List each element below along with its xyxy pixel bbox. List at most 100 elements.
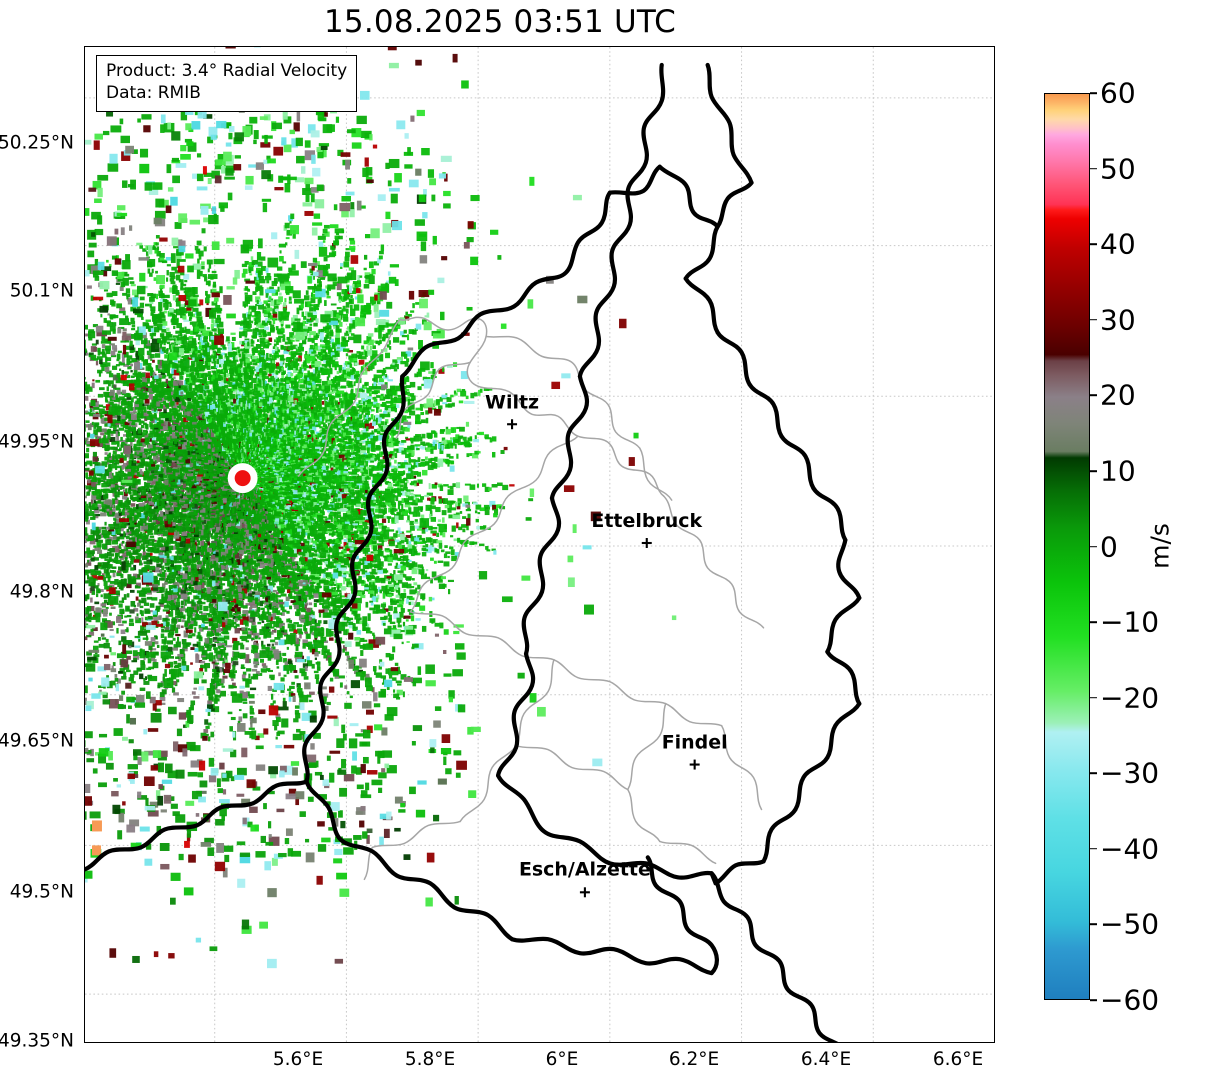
radar-echo-pixel — [359, 519, 365, 524]
radar-echo-pixel — [376, 497, 380, 501]
radar-echo-pixel — [341, 494, 348, 500]
radar-echo-pixel — [502, 484, 509, 491]
radar-echo-pixel — [462, 528, 466, 533]
radar-echo-pixel — [388, 507, 393, 513]
radar-echo-pixel — [400, 484, 404, 488]
radar-echo-pixel — [472, 502, 478, 505]
radar-echo-pixel — [450, 500, 455, 504]
radar-echo-pixel — [409, 525, 415, 531]
radar-echo-pixel — [363, 506, 369, 512]
radar-echo-pixel — [390, 508, 394, 514]
radar-echo-pixel — [357, 509, 363, 515]
radar-echo-pixel — [456, 522, 459, 529]
radar-echo-pixel — [413, 521, 419, 524]
radar-echo-pixel — [375, 494, 379, 498]
radar-echo-pixel — [450, 549, 455, 556]
radar-echo-pixel — [343, 508, 349, 512]
radar-echo-pixel — [326, 509, 333, 513]
radar-echo-pixel — [316, 488, 320, 492]
radar-echo-pixel — [376, 493, 382, 497]
radar-echo-pixel — [302, 488, 308, 492]
radar-echo-pixel — [302, 486, 306, 490]
radar-echo-pixel — [302, 481, 307, 486]
radar-echo-pixel — [348, 515, 352, 521]
radar-echo-pixel — [380, 505, 387, 508]
radar-echo-pixel — [408, 507, 412, 514]
radar-echo-pixel — [479, 543, 485, 547]
radar-echo-pixel — [387, 517, 390, 523]
radar-echo-pixel — [377, 523, 384, 526]
radar-echo-pixel — [342, 488, 349, 493]
radar-echo-pixel — [346, 504, 352, 507]
radar-echo-pixel — [328, 484, 331, 488]
radar-echo-pixel — [360, 509, 367, 516]
radar-echo-pixel — [467, 504, 471, 511]
radar-echo-pixel — [330, 492, 337, 496]
radar-echo-pixel — [340, 481, 345, 487]
radar-echo-pixel — [462, 503, 469, 507]
radar-echo-pixel — [375, 505, 379, 512]
radar-echo-pixel — [356, 483, 363, 489]
radar-echo-pixel — [414, 525, 419, 529]
radar-echo-pixel — [358, 498, 362, 501]
radar-echo-pixel — [375, 508, 379, 513]
radar-echo-pixel — [364, 520, 370, 523]
radar-echo-pixel — [411, 502, 416, 506]
radar-echo-pixel — [330, 498, 333, 502]
radar-echo-pixel — [380, 490, 386, 495]
radar-echo-pixel — [368, 499, 374, 506]
radar-echo-pixel — [459, 511, 463, 514]
radar-echo-pixel — [401, 510, 408, 516]
radar-echo-pixel — [383, 515, 389, 519]
radar-echo-pixel — [350, 492, 355, 498]
radar-echo-pixel — [470, 530, 474, 535]
radar-echo-pixel — [388, 529, 395, 532]
radar-echo-pixel — [341, 484, 347, 487]
radar-echo-pixel — [420, 496, 425, 500]
radar-echo-pixel — [491, 484, 498, 488]
radar-echo-pixel — [438, 496, 442, 499]
radar-echo-pixel — [405, 535, 412, 539]
radar-echo-pixel — [397, 527, 401, 532]
radar-echo-pixel — [458, 526, 463, 531]
radar-echo-pixel — [325, 500, 329, 504]
radar-echo-pixel — [464, 483, 471, 486]
radar-echo-pixel — [457, 502, 461, 508]
radar-echo-pixel — [474, 510, 478, 514]
radar-echo-pixel — [462, 516, 467, 519]
radar-echo-pixel — [393, 484, 398, 487]
radar-echo-pixel — [358, 514, 362, 520]
radar-echo-pixel — [443, 484, 449, 487]
radar-echo-pixel — [487, 527, 491, 530]
radar-echo-pixel — [327, 489, 333, 495]
radar-echo-pixel — [489, 500, 496, 507]
radar-echo-pixel — [337, 483, 341, 486]
radar-echo-pixel — [304, 500, 311, 503]
radar-echo-pixel — [451, 507, 457, 511]
radar-echo-pixel — [316, 495, 322, 498]
radar-echo-pixel — [410, 481, 415, 486]
radar-echo-pixel — [332, 501, 335, 504]
radar-echo-pixel — [449, 546, 454, 550]
radar-echo-pixel — [334, 494, 340, 499]
radar-echo-pixel — [354, 486, 359, 490]
radar-echo-pixel — [351, 508, 358, 513]
radar-echo-pixel — [296, 484, 302, 488]
radar-echo-pixel — [431, 497, 435, 502]
radar-echo-pixel — [457, 537, 461, 543]
radar-echo-pixel — [414, 519, 418, 523]
radar-echo-pixel — [417, 499, 423, 503]
radar-echo-pixel — [361, 482, 367, 488]
radar-echo-pixel — [395, 495, 399, 502]
radar-echo-pixel — [404, 500, 410, 505]
radar-echo-pixel — [414, 503, 418, 506]
radar-echo-pixel — [414, 483, 418, 487]
radar-echo-pixel — [331, 504, 334, 510]
radar-echo-pixel — [430, 516, 437, 522]
radar-echo-pixel — [493, 513, 498, 518]
radar-echo-pixel — [358, 517, 362, 521]
radar-echo-pixel — [482, 483, 487, 487]
map-plot-area[interactable]: Wiltz Ettelbruck Findel Esch/Alzette Produc… — [84, 46, 995, 1043]
